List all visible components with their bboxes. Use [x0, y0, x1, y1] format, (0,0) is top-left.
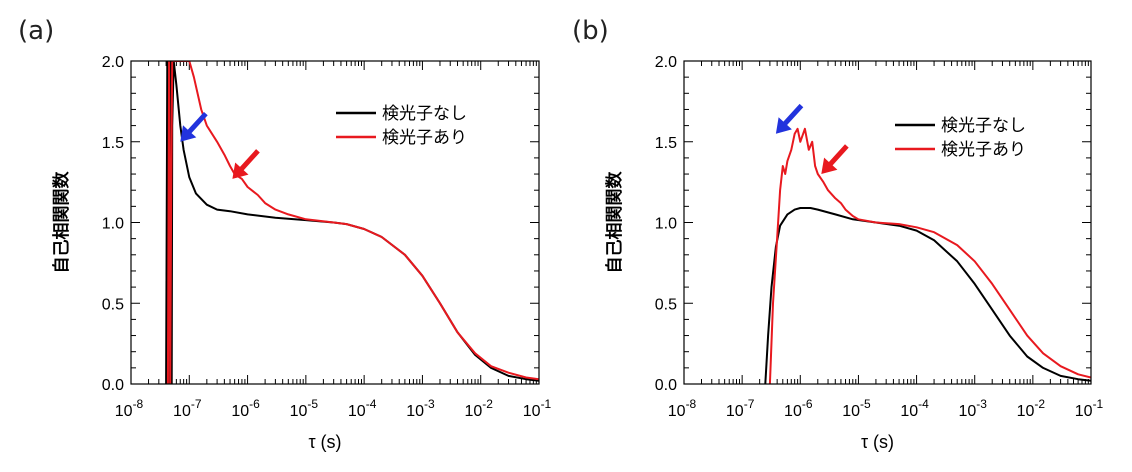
y-tick-label: 1.5	[655, 135, 677, 152]
legend-label: 検光子あり	[382, 128, 467, 147]
legend-label: 検光子あり	[941, 140, 1026, 159]
x-tick-label: 10-8	[115, 397, 144, 420]
y-tick-label: 0.0	[655, 377, 677, 394]
plot-frame	[683, 60, 1092, 385]
chart-panel-1: 0.0 0.5 1.0 1.5 2.0 10-8 10-7 10-6 10-5 10-4 10-3 1…	[604, 54, 1104, 452]
series-line-without-analyzer	[764, 207, 1091, 384]
y-tick-label: 1.0	[102, 216, 124, 233]
y-axis-label: 自己相関関数	[604, 171, 624, 274]
x-tick-label: 10-5	[290, 397, 319, 420]
plot-frame	[130, 60, 540, 385]
x-tick-label: 10-6	[231, 397, 260, 420]
y-tick-label: 2.0	[655, 54, 677, 71]
x-tick-label: 10-3	[406, 397, 435, 420]
x-tick-label: 10-4	[900, 397, 929, 420]
x-tick-label: 10-2	[1017, 397, 1046, 420]
x-tick-label: 10-1	[1075, 397, 1104, 420]
series-line-without-analyzer	[165, 61, 539, 384]
legend-label: 検光子なし	[382, 104, 467, 123]
x-tick-label: 10-2	[464, 397, 493, 420]
y-tick-label: 0.5	[102, 296, 124, 313]
y-tick-label: 0.0	[102, 377, 124, 394]
x-tick-label: 10-6	[784, 397, 813, 420]
annotation-arrow-blue	[775, 103, 804, 134]
x-tick-label: 10-7	[726, 397, 755, 420]
chart-panel-0: 0.0 0.5 1.0 1.5 2.0 10-8 10-7 10-6 10-5 10-4 10-3 1…	[51, 54, 552, 452]
x-tick-label: 10-5	[842, 397, 871, 420]
y-axis-label: 自己相関関数	[51, 171, 71, 274]
y-tick-label: 2.0	[102, 54, 124, 71]
x-axis-label: τ (s)	[861, 432, 894, 452]
x-tick-label: 10-8	[668, 397, 697, 420]
panel-label-a: (a)	[18, 16, 55, 46]
y-tick-label: 1.0	[655, 216, 677, 233]
series-line-with-analyzer	[768, 127, 1091, 384]
legend-label: 検光子なし	[941, 116, 1026, 135]
x-tick-label: 10-4	[348, 397, 377, 420]
x-tick-label: 10-3	[958, 397, 987, 420]
x-axis-label: τ (s)	[308, 432, 341, 452]
annotation-arrow-red	[821, 144, 849, 174]
x-tick-label: 10-1	[523, 397, 552, 420]
y-tick-label: 1.5	[102, 135, 124, 152]
panel-label-b: (b)	[572, 16, 609, 46]
x-tick-label: 10-7	[173, 397, 202, 420]
y-tick-label: 0.5	[655, 296, 677, 313]
annotation-arrow-blue	[180, 112, 208, 142]
series-line-with-analyzer	[166, 61, 539, 384]
annotation-arrow-red	[232, 149, 260, 179]
